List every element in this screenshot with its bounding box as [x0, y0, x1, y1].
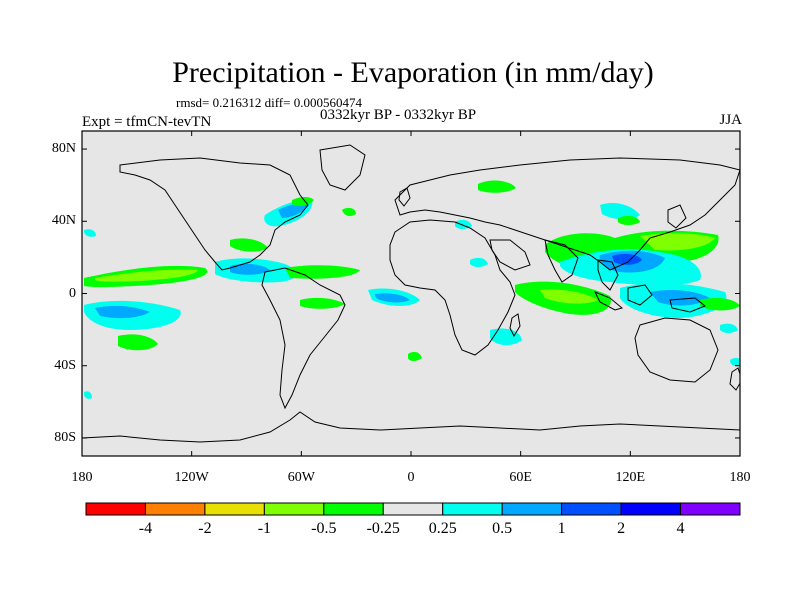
field-cyan [84, 229, 96, 237]
x-tick-label: 60E [509, 470, 532, 485]
field-cyan [600, 203, 640, 220]
x-tick-label: 120E [615, 470, 646, 485]
plot-title: Precipitation - Evaporation (in mm/day) [172, 56, 654, 89]
x-tick-label: 180 [729, 470, 751, 485]
colorbar-swatch [323, 502, 384, 516]
field-green [408, 351, 422, 361]
field-blue [230, 263, 270, 275]
colorbar-swatch [620, 502, 682, 516]
coast-africa [389, 219, 516, 356]
colorbar-level-label: 0.5 [492, 520, 513, 537]
field-yellowgreen [95, 269, 198, 282]
field-blue [95, 305, 150, 319]
colorbar-swatch [382, 502, 444, 516]
colorbar-swatch [680, 502, 741, 516]
colorbar-swatch [85, 502, 146, 516]
field-green [230, 238, 268, 252]
coast-india [544, 239, 579, 283]
x-tick-label: 60W [287, 470, 315, 485]
coast-north-america [119, 157, 309, 271]
colorbar-swatch [144, 502, 206, 516]
coast-new-guinea [669, 297, 706, 313]
coast-arabia [489, 239, 531, 271]
y-tick-label: 80N [51, 141, 76, 157]
field-blue [650, 290, 710, 306]
coast-japan [667, 204, 687, 229]
colorbar-level-label: -4 [138, 520, 153, 537]
subtitle-label: 0332kyr BP - 0332kyr BP [320, 107, 477, 123]
colorbar-level-label: 1 [557, 520, 566, 537]
colorbar-level-label: 0.25 [428, 520, 457, 537]
coast-sumatra [593, 291, 624, 311]
field-green [700, 298, 740, 311]
field-cyan [470, 257, 488, 267]
x-tick-label: 120W [174, 470, 209, 485]
colorbar-swatch [442, 502, 503, 516]
coast-madagascar [509, 313, 521, 338]
coast-australia [634, 317, 719, 383]
coast-eurasia [394, 157, 740, 271]
colorbar-swatch [561, 502, 622, 516]
field-green [618, 215, 640, 225]
field-green [478, 180, 516, 193]
season-label: JJA [719, 112, 742, 128]
field-cyan [720, 323, 738, 333]
field-green [342, 207, 356, 217]
field-green [300, 297, 345, 309]
field-green [118, 334, 158, 351]
field-yellowgreen [540, 289, 598, 304]
colorbar-level-label: 4 [676, 520, 685, 537]
coast-greenland [319, 144, 366, 191]
field-blue [375, 293, 410, 303]
coast-uk [398, 187, 411, 207]
coast-south-america [261, 267, 346, 410]
coast-antarctica [82, 411, 740, 443]
y-tick-label: 80S [54, 429, 76, 445]
y-tick-label: 40S [54, 357, 76, 373]
field-cyan [730, 357, 740, 367]
coast-indochina [597, 259, 619, 291]
stats-label: rmsd= 0.216312 diff= 0.000560474 [176, 95, 362, 110]
field-cyan [490, 328, 522, 346]
colorbar-level-label: -0.25 [366, 520, 400, 537]
y-tick-label: 0 [69, 285, 76, 301]
field-blue [278, 203, 308, 218]
field-yellowgreen [640, 233, 715, 251]
x-tick-label: 0 [407, 470, 415, 485]
colorbar-level-label: 2 [617, 520, 626, 537]
colorbar-swatch [501, 502, 563, 516]
x-tick-label: 180 [71, 470, 93, 485]
colorbar-level-label: -2 [198, 520, 212, 537]
axis-ticks [81, 131, 741, 456]
field-darkblue [612, 253, 642, 265]
experiment-label: Expt = tfmCN-tevTN [82, 114, 212, 130]
field-green [292, 197, 314, 207]
coastlines [82, 144, 740, 443]
coast-new-zealand [729, 367, 740, 391]
field-green [285, 265, 360, 279]
anomaly-fields [84, 180, 740, 399]
field-cyan [84, 391, 92, 399]
colorbar-level-label: -1 [257, 520, 272, 537]
y-tick-label: 40N [51, 213, 76, 229]
colorbar [85, 502, 741, 516]
colorbar-swatch [263, 502, 325, 516]
colorbar-swatch [204, 502, 265, 516]
coast-borneo [627, 284, 653, 306]
colorbar-level-label: -0.5 [311, 520, 337, 537]
